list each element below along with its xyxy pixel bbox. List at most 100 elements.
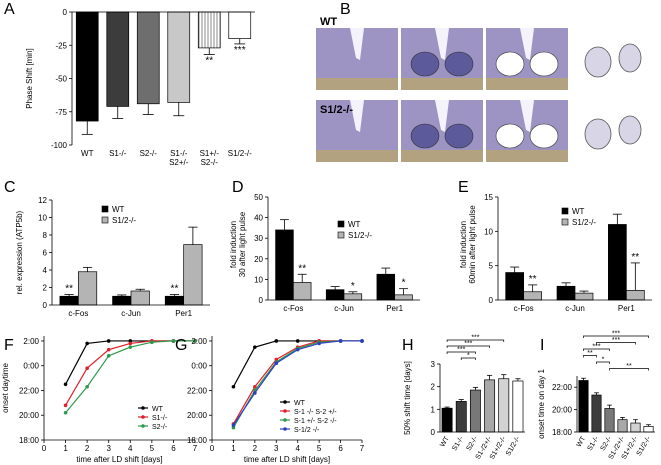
error-bar (348, 291, 358, 294)
y-tick-label: 20:00 (19, 411, 40, 420)
x-tick-label: S1+/-S2-/- (200, 149, 220, 167)
significance: * (351, 281, 355, 292)
text-line: 60min after light pulse (468, 205, 477, 284)
x-tick-label: 0 (210, 444, 215, 453)
y-tick-label: 4 (43, 266, 48, 275)
y-tick-label: 2:00 (23, 337, 39, 346)
outline (618, 115, 642, 145)
y-axis-label: Phase Shift [min] (25, 48, 34, 108)
y-axis-label: fold induction30 after light pulse (229, 211, 247, 277)
significance: * (402, 278, 406, 289)
x-tick-label: 3 (106, 444, 111, 453)
x-tick-label: Per1 (175, 309, 192, 318)
ventricle (350, 28, 364, 60)
error-bar (581, 377, 586, 381)
error-bar (135, 288, 145, 291)
error-bar (117, 294, 127, 297)
bar (455, 401, 467, 433)
histology-tissue (486, 78, 568, 90)
bracket (460, 357, 476, 360)
legend-marker (283, 400, 287, 404)
bar (505, 272, 525, 301)
error-bar (203, 47, 215, 55)
legend-marker (141, 424, 145, 428)
legend-swatch (337, 231, 345, 239)
x-tick-label: 4 (295, 444, 300, 453)
error-bar (646, 424, 651, 427)
y-tick-label: 0:00 (23, 362, 39, 371)
data-point (63, 410, 68, 415)
data-point (231, 425, 236, 430)
data-point (193, 339, 197, 343)
x-tick-label: 1 (63, 444, 68, 453)
panel-letter: E (458, 179, 469, 196)
bar (556, 285, 576, 301)
error-bar (82, 266, 93, 272)
legend-label: WT (348, 220, 361, 229)
panel-letter: G (175, 337, 187, 354)
error-bar (579, 290, 589, 294)
bar (59, 295, 79, 306)
legend-marker (283, 427, 287, 431)
histology-tissue (316, 78, 398, 90)
y-tick-label: 0 (489, 296, 494, 305)
legend-marker (141, 406, 145, 410)
bracket-label: *** (612, 331, 620, 338)
error-bar (188, 226, 198, 245)
ventricle (520, 28, 534, 60)
bracket-label: *** (471, 335, 479, 342)
significance: ** (529, 274, 537, 285)
bar (394, 294, 413, 301)
data-point (85, 366, 89, 370)
bar (574, 292, 594, 301)
y-tick-label: 1 (431, 405, 436, 414)
bracket (596, 342, 636, 345)
error-bar (458, 399, 464, 402)
y-tick-label: 5 (489, 262, 494, 271)
bracket-label: *** (612, 337, 620, 344)
y-tick-label: 18:00 (187, 436, 208, 445)
bar (643, 426, 654, 433)
error-bar (64, 294, 74, 297)
legend-label: WT (572, 207, 585, 216)
error-bar (112, 106, 124, 119)
text-line: fold induction (229, 221, 238, 268)
y-tick-label: 0 (43, 301, 48, 310)
data-point (274, 339, 279, 343)
y-tick-label: 20 (254, 255, 263, 264)
legend-swatch (337, 220, 345, 228)
y-tick-label: 0 (431, 428, 436, 437)
data-point (106, 339, 111, 343)
bracket (596, 361, 610, 364)
histology-tissue (401, 78, 483, 90)
x-tick-label: c-Fos (283, 304, 303, 313)
y-tick-label: -75 (55, 108, 67, 117)
panel-letter: I (540, 337, 544, 354)
bar (106, 11, 130, 107)
y-tick-label: 10 (38, 214, 47, 223)
data-point (253, 345, 257, 349)
bar (343, 293, 363, 301)
bracket (446, 351, 476, 354)
legend-label: WT (112, 205, 125, 214)
legend-marker (283, 418, 287, 422)
bar (376, 273, 396, 301)
bar (630, 422, 641, 433)
panel-letter: B (340, 1, 351, 18)
text-line: 30 after light pulse (238, 211, 247, 277)
error-bar (561, 282, 571, 287)
legend-marker (141, 415, 145, 419)
bar (441, 407, 453, 433)
text-line: S2-/- (201, 158, 219, 167)
data-point (253, 384, 257, 389)
legend-label: S-1/2 -/- (294, 427, 320, 434)
y-tick-label: 0 (63, 8, 68, 17)
x-axis-label: time after LD shift [days] (76, 455, 162, 464)
bar (183, 244, 203, 306)
data-point (317, 341, 321, 346)
x-tick-label: c-Jun (334, 304, 354, 313)
x-tick-label: Per1 (386, 304, 403, 313)
legend-swatch (561, 207, 569, 215)
y-tick-label: 2 (431, 383, 436, 392)
